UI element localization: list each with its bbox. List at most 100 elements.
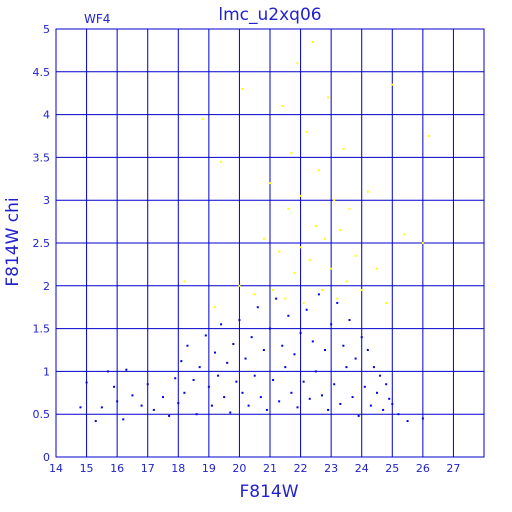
scatter-point	[146, 383, 149, 386]
scatter-point	[183, 391, 186, 394]
scatter-point	[317, 169, 320, 172]
scatter-point	[186, 344, 189, 347]
scatter-point	[333, 199, 336, 202]
scatter-point	[324, 237, 327, 240]
series-blue-points	[79, 293, 424, 423]
scatter-point	[342, 344, 345, 347]
scatter-point	[229, 411, 232, 414]
y-axis-label: F814W chi	[3, 197, 23, 286]
scatter-point	[354, 357, 357, 360]
chip-label: WF4	[84, 12, 110, 26]
scatter-point	[369, 404, 372, 407]
scatter-point	[327, 96, 330, 99]
x-tick-label: 23	[324, 462, 338, 475]
scatter-point	[339, 229, 342, 232]
scatter-point	[314, 370, 317, 373]
x-tick-label: 27	[446, 462, 460, 475]
scatter-point	[265, 408, 268, 411]
scatter-point	[281, 105, 284, 108]
scatter-point	[339, 402, 342, 405]
scatter-point	[391, 83, 394, 86]
scatter-point	[305, 130, 308, 133]
scatter-point	[278, 250, 281, 253]
scatter-point	[391, 402, 394, 405]
scatter-point	[320, 289, 323, 292]
x-tick-label: 18	[171, 462, 185, 475]
x-tick-label: 20	[232, 462, 246, 475]
scatter-point	[366, 190, 369, 193]
scatter-point	[345, 280, 348, 283]
scatter-point	[284, 297, 287, 300]
scatter-point	[360, 336, 363, 339]
x-axis-label: F814W	[239, 482, 298, 502]
scatter-point	[223, 396, 226, 399]
scatter-point	[174, 377, 177, 380]
scatter-point	[299, 194, 302, 197]
y-tick-label: 2.5	[33, 237, 51, 250]
scatter-point	[195, 413, 198, 416]
y-tick-label: 4	[43, 109, 50, 122]
scatter-point	[333, 383, 336, 386]
scatter-point	[275, 297, 278, 300]
scatter-point	[314, 224, 317, 227]
x-tick-label: 19	[202, 462, 216, 475]
scatter-point	[269, 182, 271, 185]
scatter-point	[210, 404, 213, 407]
scatter-point	[330, 267, 333, 270]
scatter-point	[238, 319, 241, 322]
scatter-point	[253, 374, 256, 377]
y-tick-label: 3.5	[33, 151, 51, 164]
scatter-point	[152, 408, 155, 411]
y-tick-label: 1	[43, 365, 50, 378]
x-tick-label: 21	[263, 462, 277, 475]
scatter-point	[311, 340, 314, 343]
scatter-point	[235, 380, 238, 383]
scatter-point	[272, 378, 275, 381]
scatter-point	[79, 406, 82, 409]
scatter-point	[250, 336, 253, 339]
scatter-point	[327, 408, 330, 411]
scatter-point	[106, 370, 109, 373]
scatter-point	[284, 366, 287, 369]
scatter-point	[376, 267, 378, 270]
scatter-point	[317, 293, 320, 296]
scatter-point	[372, 366, 375, 369]
scatter-point	[348, 319, 351, 322]
scatter-point	[379, 374, 382, 377]
scatter-point	[220, 160, 223, 163]
scatter-point	[162, 396, 164, 399]
x-tick-label: 16	[110, 462, 124, 475]
plot-frame	[55, 28, 485, 458]
scatter-point	[262, 349, 265, 351]
scatter-point	[85, 381, 88, 384]
scatter-point	[241, 87, 244, 90]
scatter-point	[244, 357, 247, 360]
scatter-point	[217, 374, 220, 377]
scatter-point	[247, 404, 250, 407]
scatter-point	[385, 383, 388, 386]
y-tick-label: 4.5	[33, 66, 51, 79]
scatter-point	[385, 301, 388, 304]
scatter-point	[262, 237, 265, 240]
scatter-point	[397, 413, 400, 416]
scatter-point	[140, 404, 143, 407]
scatter-point	[403, 233, 406, 236]
scatter-point	[336, 297, 339, 300]
scatter-point	[177, 402, 180, 405]
scatter-point	[299, 331, 302, 334]
x-tick-label: 25	[385, 462, 399, 475]
x-tick-label: 22	[294, 462, 308, 475]
x-tick-label: 24	[355, 462, 369, 475]
scatter-point	[290, 391, 293, 394]
scatter-point	[351, 396, 354, 399]
scatter-point	[366, 349, 369, 351]
x-tick-label: 26	[416, 462, 430, 475]
x-tick-label: 17	[141, 462, 155, 475]
scatter-point	[345, 366, 348, 369]
scatter-point	[324, 349, 327, 351]
scatter-point	[180, 360, 183, 363]
y-tick-label: 2	[43, 280, 50, 293]
scatter-point	[305, 308, 308, 311]
